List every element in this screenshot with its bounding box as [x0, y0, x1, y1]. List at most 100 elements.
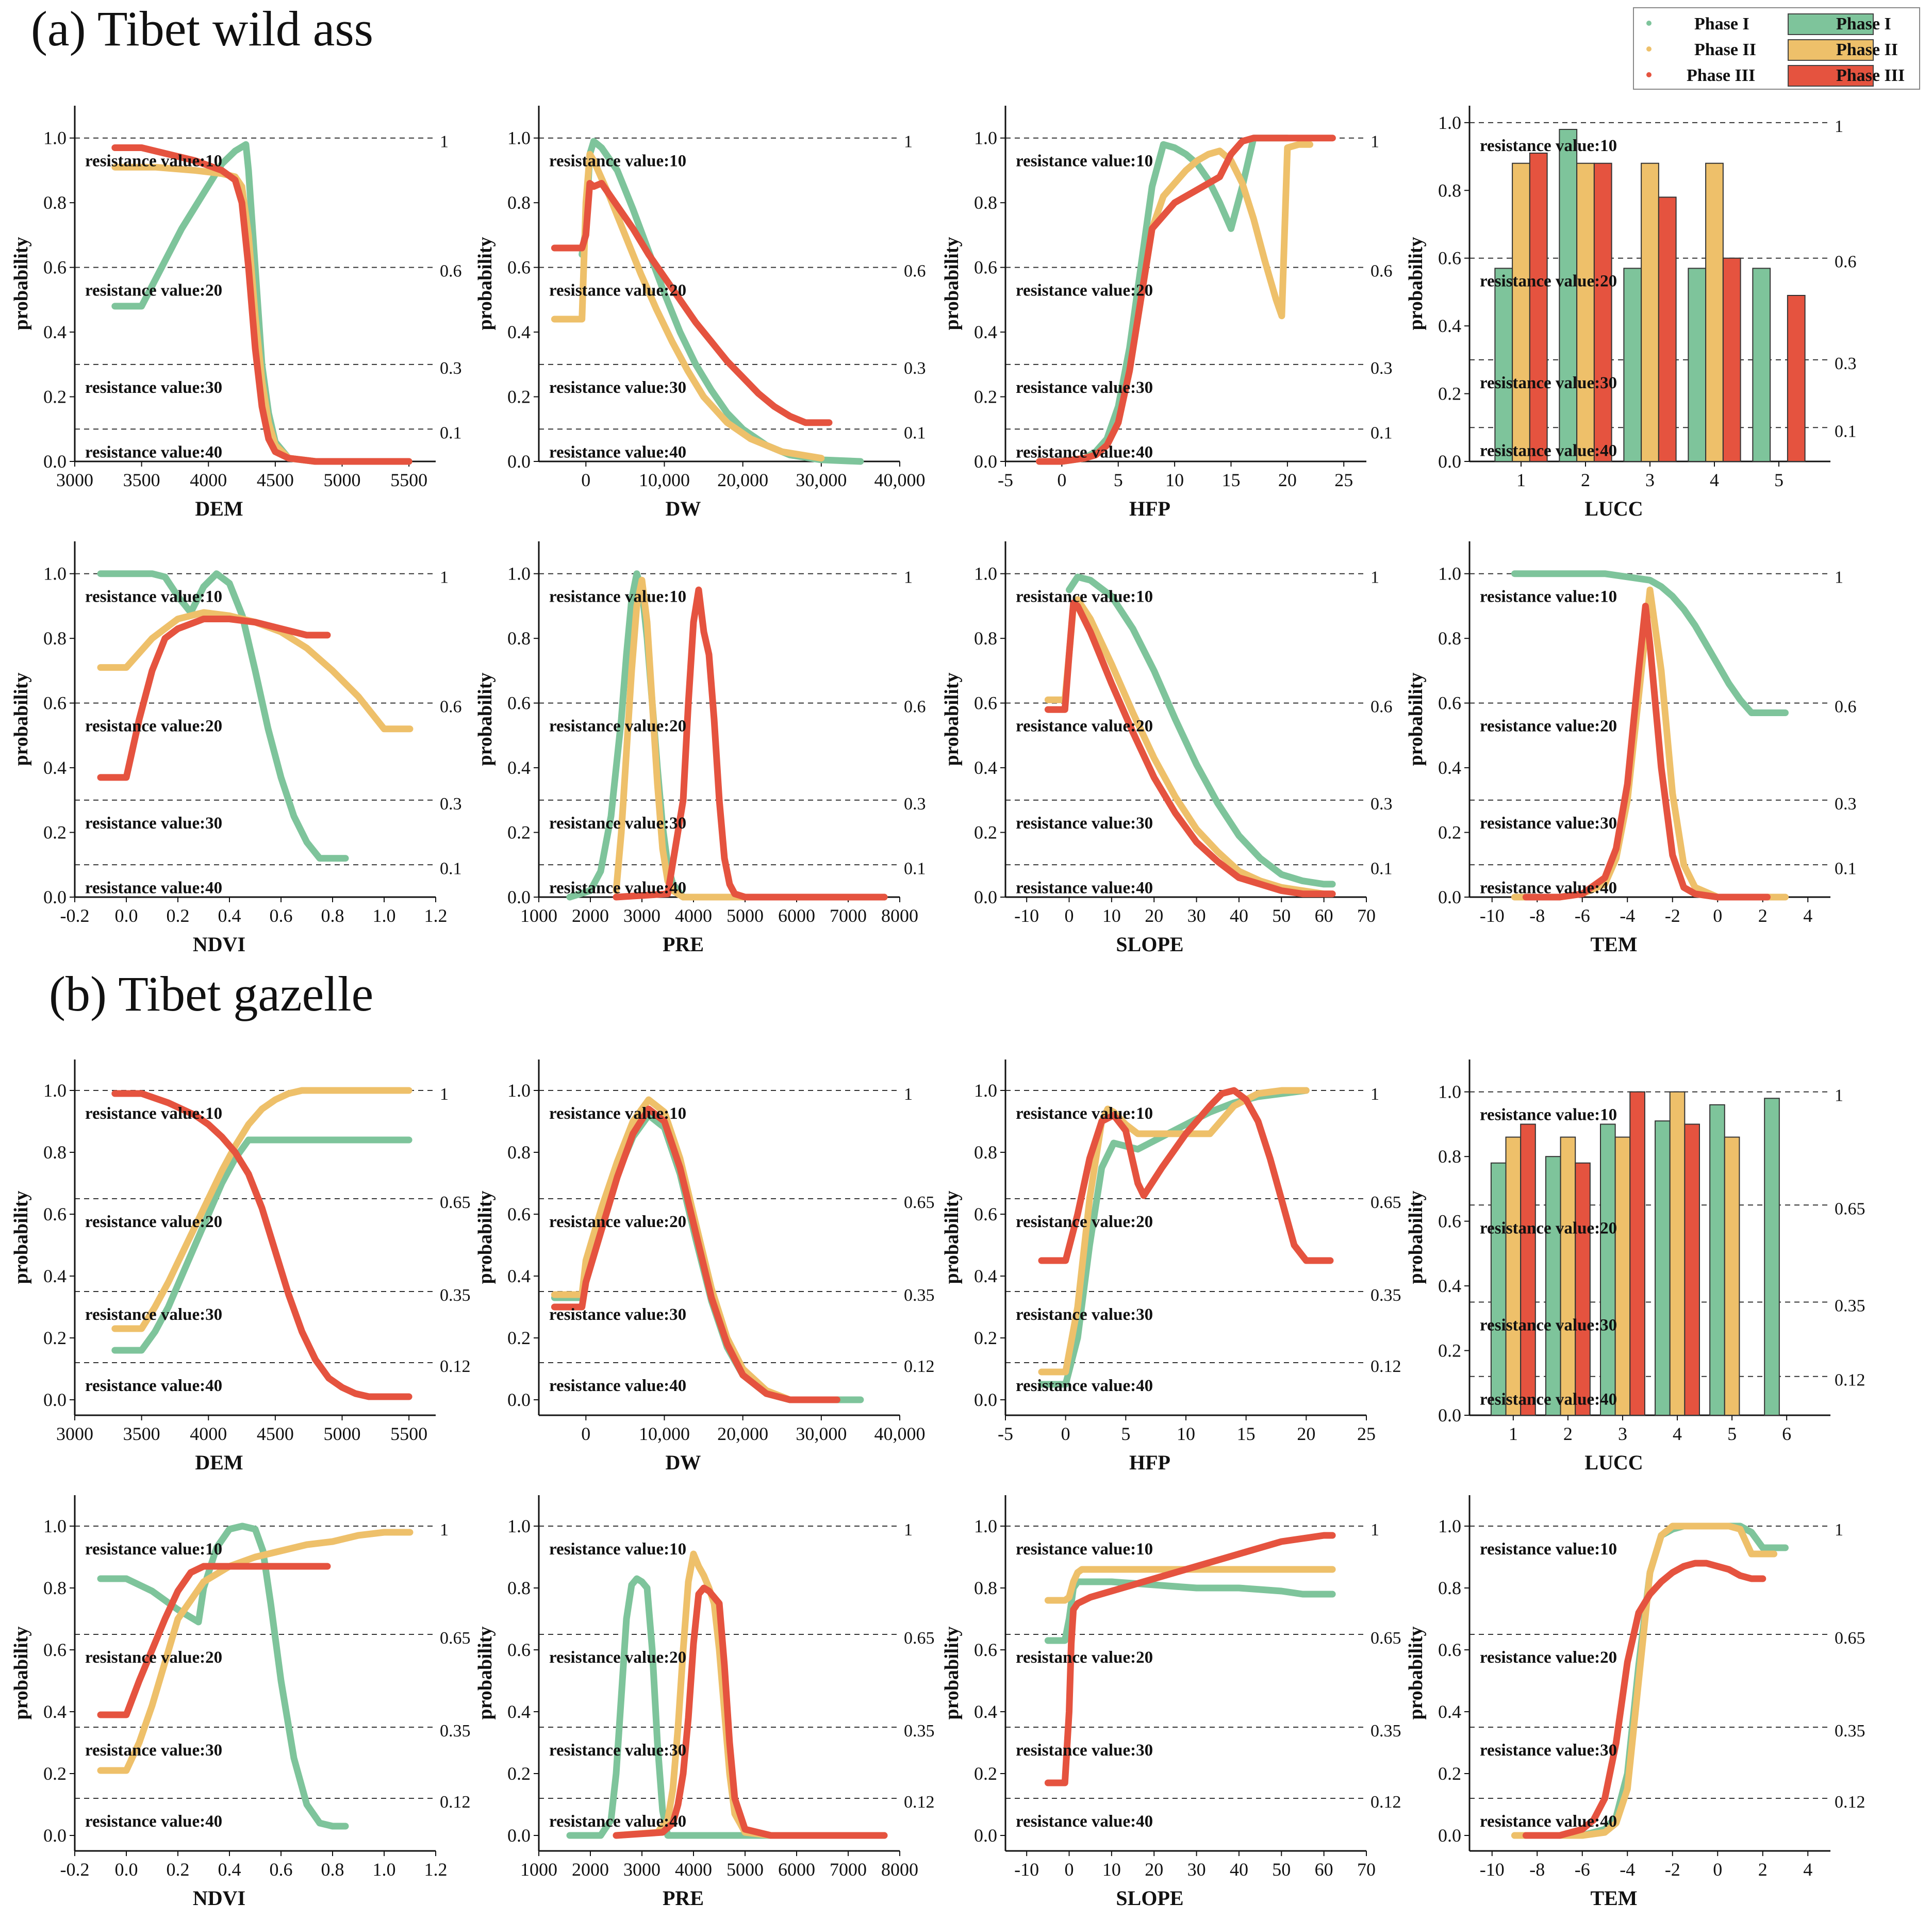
bar-phase2-3	[1614, 1136, 1631, 1416]
x-tick-label: 5000	[726, 905, 764, 926]
x-tick-label: 2	[1758, 1859, 1768, 1880]
x-tick-label: 40	[1230, 905, 1248, 926]
y-tick-label: 1.0	[43, 1516, 67, 1536]
x-tick-label: 60	[1315, 1859, 1333, 1880]
panel-a-slope: 1 0.6 0.3 0.1 0.0 0.2 0.4 0.6 0.8 1.0 -10 0 10 20 30 40…	[941, 541, 1393, 956]
y-tick-label: 0.0	[1438, 1825, 1461, 1846]
reference-value-label: 0.65	[1370, 1629, 1401, 1648]
y-tick-label: 0.8	[43, 1578, 67, 1598]
y-tick-label: 0.6	[507, 1640, 531, 1660]
x-tick-label: 10	[1177, 1424, 1195, 1444]
series-line-phase3	[1044, 599, 1336, 898]
reference-value-label: 1	[1370, 568, 1379, 587]
bar-phase3-2	[1593, 162, 1612, 462]
y-tick-label: 1.0	[974, 564, 997, 584]
y-tick-label: 0.2	[507, 1328, 531, 1348]
y-axis-label: probability	[941, 237, 963, 330]
x-tick-label: 1.0	[373, 905, 396, 926]
bar-phase2-5	[1724, 1136, 1740, 1416]
reference-value-label: 0.6	[1835, 253, 1857, 272]
y-tick-label: 0.6	[507, 693, 531, 714]
x-axis-label: HFP	[1129, 497, 1170, 520]
y-tick-label: 0.2	[974, 387, 997, 407]
bar-phase3-5	[1787, 295, 1806, 462]
resistance-label: resistance value:20	[549, 717, 686, 736]
y-tick-label: 0.8	[1438, 180, 1461, 201]
x-tick-label: 0	[581, 470, 590, 490]
reference-value-label: 0.65	[440, 1629, 471, 1648]
x-tick-label: 1000	[520, 1859, 557, 1880]
reference-value-label: 0.1	[440, 859, 462, 878]
resistance-label: resistance value:10	[1016, 588, 1153, 606]
y-tick-label: 1.0	[507, 564, 531, 584]
y-tick-label: 0.8	[43, 1142, 67, 1163]
reference-value-label: 0.35	[1835, 1722, 1865, 1741]
resistance-label: resistance value:20	[549, 1213, 686, 1231]
bar-phase1-6	[1764, 1098, 1780, 1416]
y-tick-label: 0.2	[1438, 822, 1461, 843]
y-tick-label: 1.0	[1438, 1516, 1461, 1536]
y-tick-label: 0.6	[1438, 248, 1461, 269]
resistance-label: resistance value:30	[1480, 814, 1617, 833]
y-tick-label: 0.8	[507, 1142, 531, 1163]
x-tick-label: 30,000	[796, 470, 847, 490]
bar-phase2-1	[1512, 162, 1530, 462]
panel-b-ndvi: 1 0.65 0.35 0.12 0.0 0.2 0.4 0.6 0.8 1.0 -0.2 0.0 0.…	[10, 1495, 471, 1910]
resistance-label: resistance value:40	[1016, 879, 1153, 897]
panel-b-slope: 1 0.65 0.35 0.12 0.0 0.2 0.4 0.6 0.8 1.0 -10 0 10 20 3…	[941, 1495, 1401, 1910]
resistance-label: resistance value:30	[549, 378, 686, 397]
series-line-phase2	[613, 1550, 888, 1839]
bar-phase2-2	[1576, 162, 1595, 462]
y-axis-label: probability	[474, 1191, 496, 1284]
y-tick-label: 0.0	[43, 887, 67, 907]
x-tick-label: 6000	[778, 905, 815, 926]
bar-phase1-2	[1559, 129, 1578, 462]
y-axis-label: probability	[10, 1627, 32, 1720]
resistance-label: resistance value:40	[549, 443, 686, 461]
x-tick-label: 3000	[623, 905, 660, 926]
y-tick-label: 0.2	[507, 1763, 531, 1784]
x-tick-label: -5	[998, 1424, 1013, 1444]
bar-phase2-4	[1705, 162, 1724, 462]
resistance-label: resistance value:10	[549, 1540, 686, 1559]
x-tick-label: 7000	[830, 1859, 867, 1880]
resistance-label: resistance value:10	[1480, 1106, 1617, 1124]
reference-value-label: 1	[440, 568, 449, 587]
x-tick-label: 3000	[56, 470, 93, 490]
x-tick-label: 1.0	[373, 1859, 396, 1880]
x-tick-label: 30,000	[796, 1424, 847, 1444]
x-tick-label: 25	[1357, 1424, 1376, 1444]
reference-value-label: 0.3	[440, 795, 462, 814]
series-line-phase1	[1044, 1578, 1336, 1644]
series-line-phase3	[551, 180, 833, 426]
y-tick-label: 0.6	[43, 1640, 67, 1660]
y-tick-label: 0.6	[43, 693, 67, 714]
y-tick-label: 0.0	[1438, 1405, 1461, 1426]
x-tick-label: 0	[1065, 1859, 1074, 1880]
series-line-phase2	[613, 576, 888, 901]
x-axis-label: PRE	[663, 1886, 704, 1910]
reference-value-label: 1	[1835, 568, 1843, 587]
y-tick-label: 0.8	[1438, 628, 1461, 649]
y-axis-label: probability	[10, 237, 32, 330]
x-tick-label: -4	[1620, 905, 1635, 926]
reference-value-label: 0.6	[1370, 698, 1393, 717]
y-tick-label: 0.4	[507, 322, 531, 342]
resistance-label: resistance value:10	[1480, 137, 1617, 155]
y-tick-label: 0.4	[1438, 757, 1461, 778]
x-tick-label: 4500	[257, 470, 294, 490]
y-tick-label: 0.4	[43, 322, 67, 342]
series-line-phase3	[1522, 1560, 1766, 1839]
section-title-a: (a) Tibet wild ass	[31, 1, 373, 56]
reference-value-label: 0.65	[440, 1193, 471, 1212]
y-tick-label: 0.4	[974, 1701, 997, 1722]
resistance-label: resistance value:40	[1480, 1812, 1617, 1831]
y-tick-label: 0.2	[43, 1328, 67, 1348]
y-tick-label: 0.6	[507, 1204, 531, 1224]
x-tick-label: 3	[1645, 470, 1655, 490]
bar-phase3-1	[1520, 1123, 1536, 1416]
y-tick-label: 0.8	[43, 192, 67, 213]
reference-value-label: 0.1	[904, 859, 926, 878]
y-tick-label: 0.8	[507, 1578, 531, 1598]
